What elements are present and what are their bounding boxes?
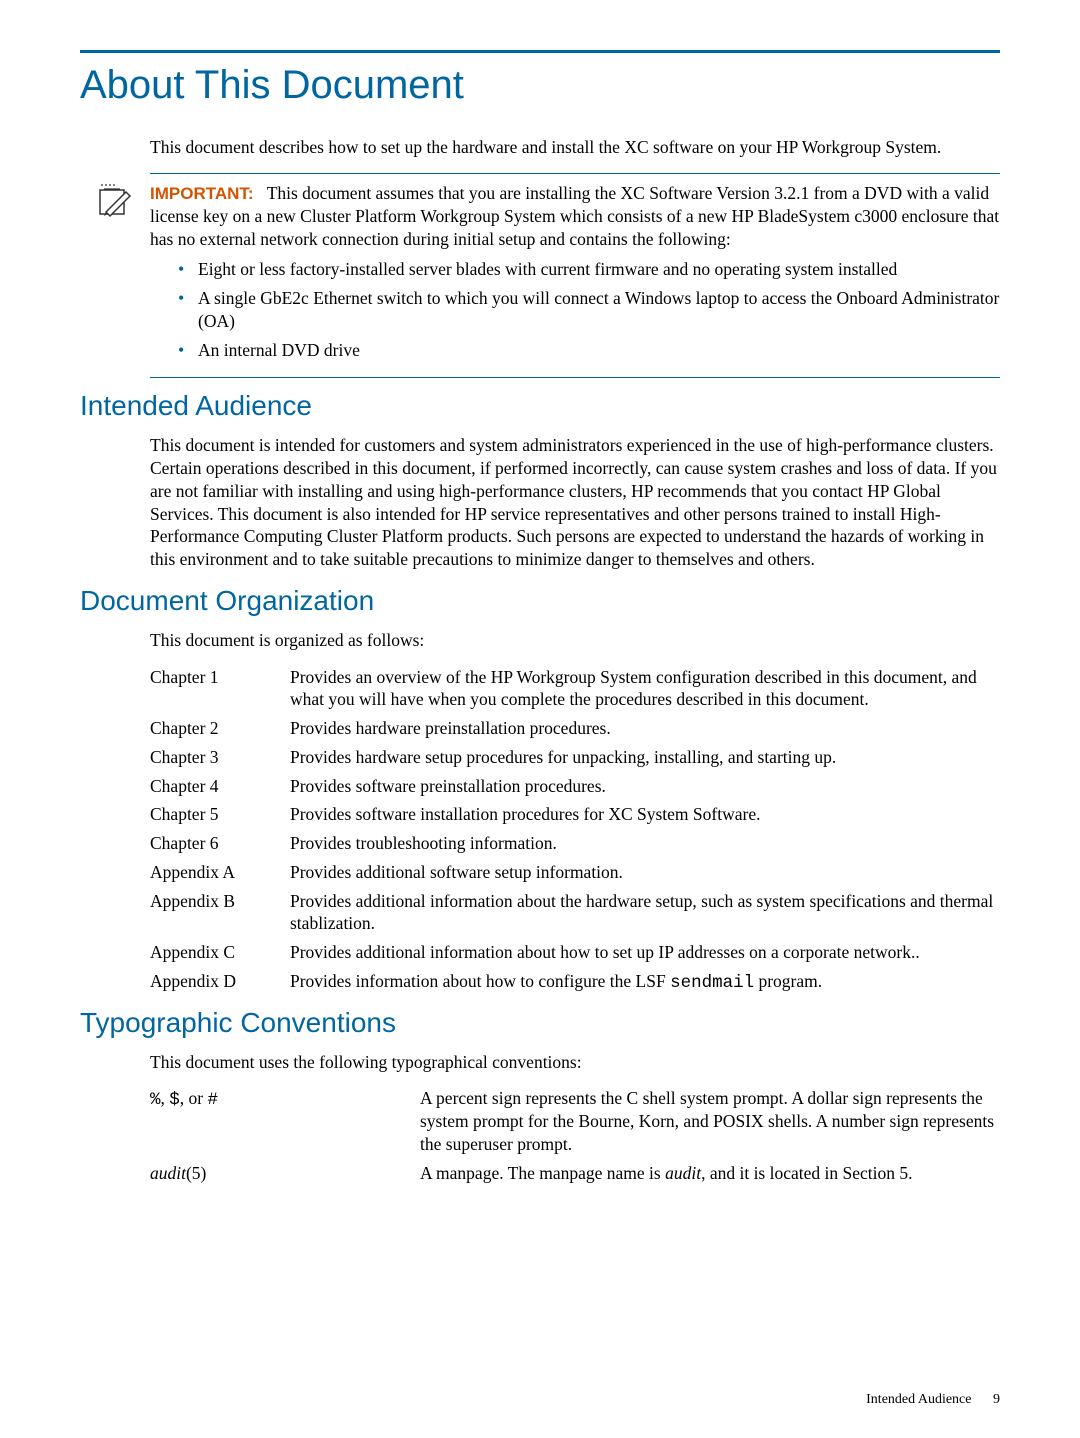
- chapter-label: Chapter 2: [150, 717, 290, 740]
- chapter-label: Appendix B: [150, 890, 290, 936]
- chapter-desc: Provides hardware setup procedures for u…: [290, 746, 1000, 769]
- chapter-label: Appendix C: [150, 941, 290, 964]
- top-divider: [80, 50, 1000, 53]
- chapter-row: Chapter 3Provides hardware setup procedu…: [150, 746, 1000, 769]
- bullet-item: A single GbE2c Ethernet switch to which …: [178, 287, 1000, 333]
- chapter-row: Appendix DProvides information about how…: [150, 970, 1000, 995]
- chapter-row: Chapter 5Provides software installation …: [150, 803, 1000, 826]
- chapter-row: Appendix AProvides additional software s…: [150, 861, 1000, 884]
- bullet-item: Eight or less factory-installed server b…: [178, 258, 1000, 281]
- chapter-label: Appendix D: [150, 970, 290, 995]
- convention-label: audit(5): [150, 1162, 420, 1185]
- important-body: This document assumes that you are insta…: [150, 183, 999, 249]
- chapter-desc: Provides additional software setup infor…: [290, 861, 1000, 884]
- intro-paragraph: This document describes how to set up th…: [150, 136, 1000, 159]
- footer-text: Intended Audience: [866, 1392, 971, 1407]
- chapter-row: Chapter 4Provides software preinstallati…: [150, 775, 1000, 798]
- footer-page-number: 9: [993, 1392, 1000, 1407]
- chapter-row: Appendix CProvides additional informatio…: [150, 941, 1000, 964]
- document-organization-heading: Document Organization: [80, 585, 1000, 617]
- notice-icon: [96, 182, 132, 218]
- chapter-desc: Provides additional information about th…: [290, 890, 1000, 936]
- chapter-label: Chapter 1: [150, 666, 290, 712]
- chapter-desc: Provides software installation procedure…: [290, 803, 1000, 826]
- intended-audience-heading: Intended Audience: [80, 390, 1000, 422]
- chapter-desc: Provides additional information about ho…: [290, 941, 1000, 964]
- chapter-label: Chapter 5: [150, 803, 290, 826]
- chapter-desc: Provides information about how to config…: [290, 970, 1000, 995]
- important-label: IMPORTANT:: [150, 184, 254, 203]
- chapter-label: Appendix A: [150, 861, 290, 884]
- chapter-label: Chapter 3: [150, 746, 290, 769]
- chapter-desc: Provides an overview of the HP Workgroup…: [290, 666, 1000, 712]
- chapter-row: Appendix BProvides additional informatio…: [150, 890, 1000, 936]
- convention-desc: A manpage. The manpage name is audit, an…: [420, 1162, 1000, 1185]
- chapter-table: Chapter 1Provides an overview of the HP …: [150, 666, 1000, 995]
- convention-desc: A percent sign represents the C shell sy…: [420, 1087, 1000, 1155]
- important-paragraph: IMPORTANT: This document assumes that yo…: [150, 182, 1000, 251]
- chapter-desc: Provides troubleshooting information.: [290, 832, 1000, 855]
- chapter-label: Chapter 6: [150, 832, 290, 855]
- convention-table: %, $, or #A percent sign represents the …: [150, 1087, 1000, 1184]
- chapter-row: Chapter 1Provides an overview of the HP …: [150, 666, 1000, 712]
- chapter-row: Chapter 6Provides troubleshooting inform…: [150, 832, 1000, 855]
- typographic-conventions-heading: Typographic Conventions: [80, 1007, 1000, 1039]
- important-bullets: Eight or less factory-installed server b…: [178, 258, 1000, 361]
- typographic-conventions-intro: This document uses the following typogra…: [150, 1051, 1000, 1074]
- chapter-desc: Provides software preinstallation proced…: [290, 775, 1000, 798]
- important-notice: IMPORTANT: This document assumes that yo…: [150, 173, 1000, 379]
- chapter-desc: Provides hardware preinstallation proced…: [290, 717, 1000, 740]
- convention-row: audit(5)A manpage. The manpage name is a…: [150, 1162, 1000, 1185]
- intended-audience-text: This document is intended for customers …: [150, 434, 1000, 571]
- page-footer: Intended Audience 9: [866, 1392, 1000, 1408]
- convention-label: %, $, or #: [150, 1087, 420, 1155]
- convention-row: %, $, or #A percent sign represents the …: [150, 1087, 1000, 1155]
- document-organization-intro: This document is organized as follows:: [150, 629, 1000, 652]
- page-title: About This Document: [80, 63, 1000, 108]
- chapter-label: Chapter 4: [150, 775, 290, 798]
- chapter-row: Chapter 2Provides hardware preinstallati…: [150, 717, 1000, 740]
- bullet-item: An internal DVD drive: [178, 339, 1000, 362]
